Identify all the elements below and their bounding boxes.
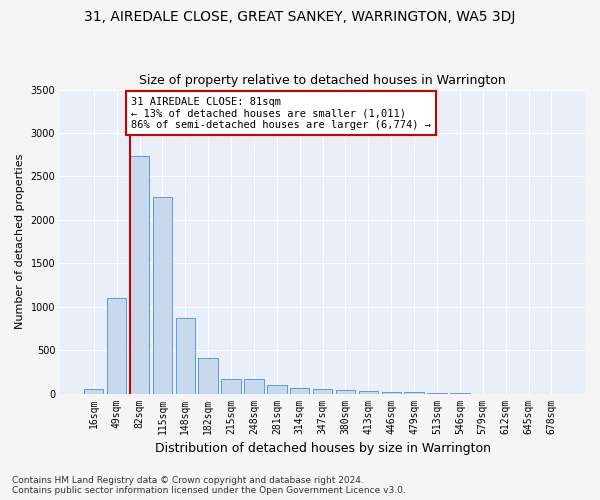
Text: 31, AIREDALE CLOSE, GREAT SANKEY, WARRINGTON, WA5 3DJ: 31, AIREDALE CLOSE, GREAT SANKEY, WARRIN… — [85, 10, 515, 24]
Bar — [267, 386, 287, 394]
Bar — [404, 392, 424, 394]
Bar — [176, 318, 195, 394]
Bar — [382, 392, 401, 394]
Bar — [313, 389, 332, 394]
X-axis label: Distribution of detached houses by size in Warrington: Distribution of detached houses by size … — [155, 442, 491, 455]
Text: 31 AIREDALE CLOSE: 81sqm
← 13% of detached houses are smaller (1,011)
86% of sem: 31 AIREDALE CLOSE: 81sqm ← 13% of detach… — [131, 96, 431, 130]
Bar — [130, 156, 149, 394]
Bar — [107, 298, 127, 394]
Bar — [84, 389, 103, 394]
Title: Size of property relative to detached houses in Warrington: Size of property relative to detached ho… — [139, 74, 506, 87]
Bar — [359, 390, 378, 394]
Bar — [199, 358, 218, 394]
Bar — [244, 379, 263, 394]
Bar — [290, 388, 310, 394]
Bar — [152, 198, 172, 394]
Bar — [336, 390, 355, 394]
Text: Contains HM Land Registry data © Crown copyright and database right 2024.
Contai: Contains HM Land Registry data © Crown c… — [12, 476, 406, 495]
Bar — [221, 379, 241, 394]
Y-axis label: Number of detached properties: Number of detached properties — [15, 154, 25, 329]
